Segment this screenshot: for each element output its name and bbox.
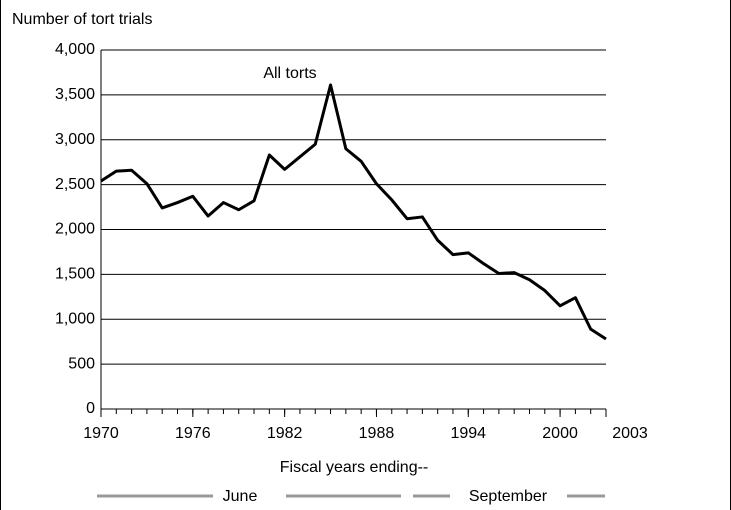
x-tick-label: 2000 [542,425,578,442]
x-tick-label: 1982 [267,425,303,442]
y-tick-label: 1,500 [55,266,95,283]
annotation: All torts [263,65,316,82]
x-tick-label: 1976 [175,425,211,442]
x-axis-label: Fiscal years ending-- [280,459,429,476]
x-tick-label: 1970 [83,425,119,442]
y-tick-label: 1,000 [55,310,95,327]
y-tick-label: 3,000 [55,131,95,148]
y-tick-label: 4,000 [55,41,95,58]
period-label: June [223,488,258,505]
y-tick-label: 2,500 [55,176,95,193]
y-tick-label: 500 [68,355,95,372]
y-tick-label: 3,500 [55,86,95,103]
x-tick-label: 1994 [450,425,486,442]
y-tick-label: 0 [86,400,95,417]
period-label: September [469,488,548,505]
y-axis-label: Number of tort trials [12,11,152,28]
y-tick-label: 2,000 [55,221,95,238]
x-tick-label: 1988 [359,425,395,442]
x-tick-label: 2003 [612,425,648,442]
data-line [100,83,607,341]
